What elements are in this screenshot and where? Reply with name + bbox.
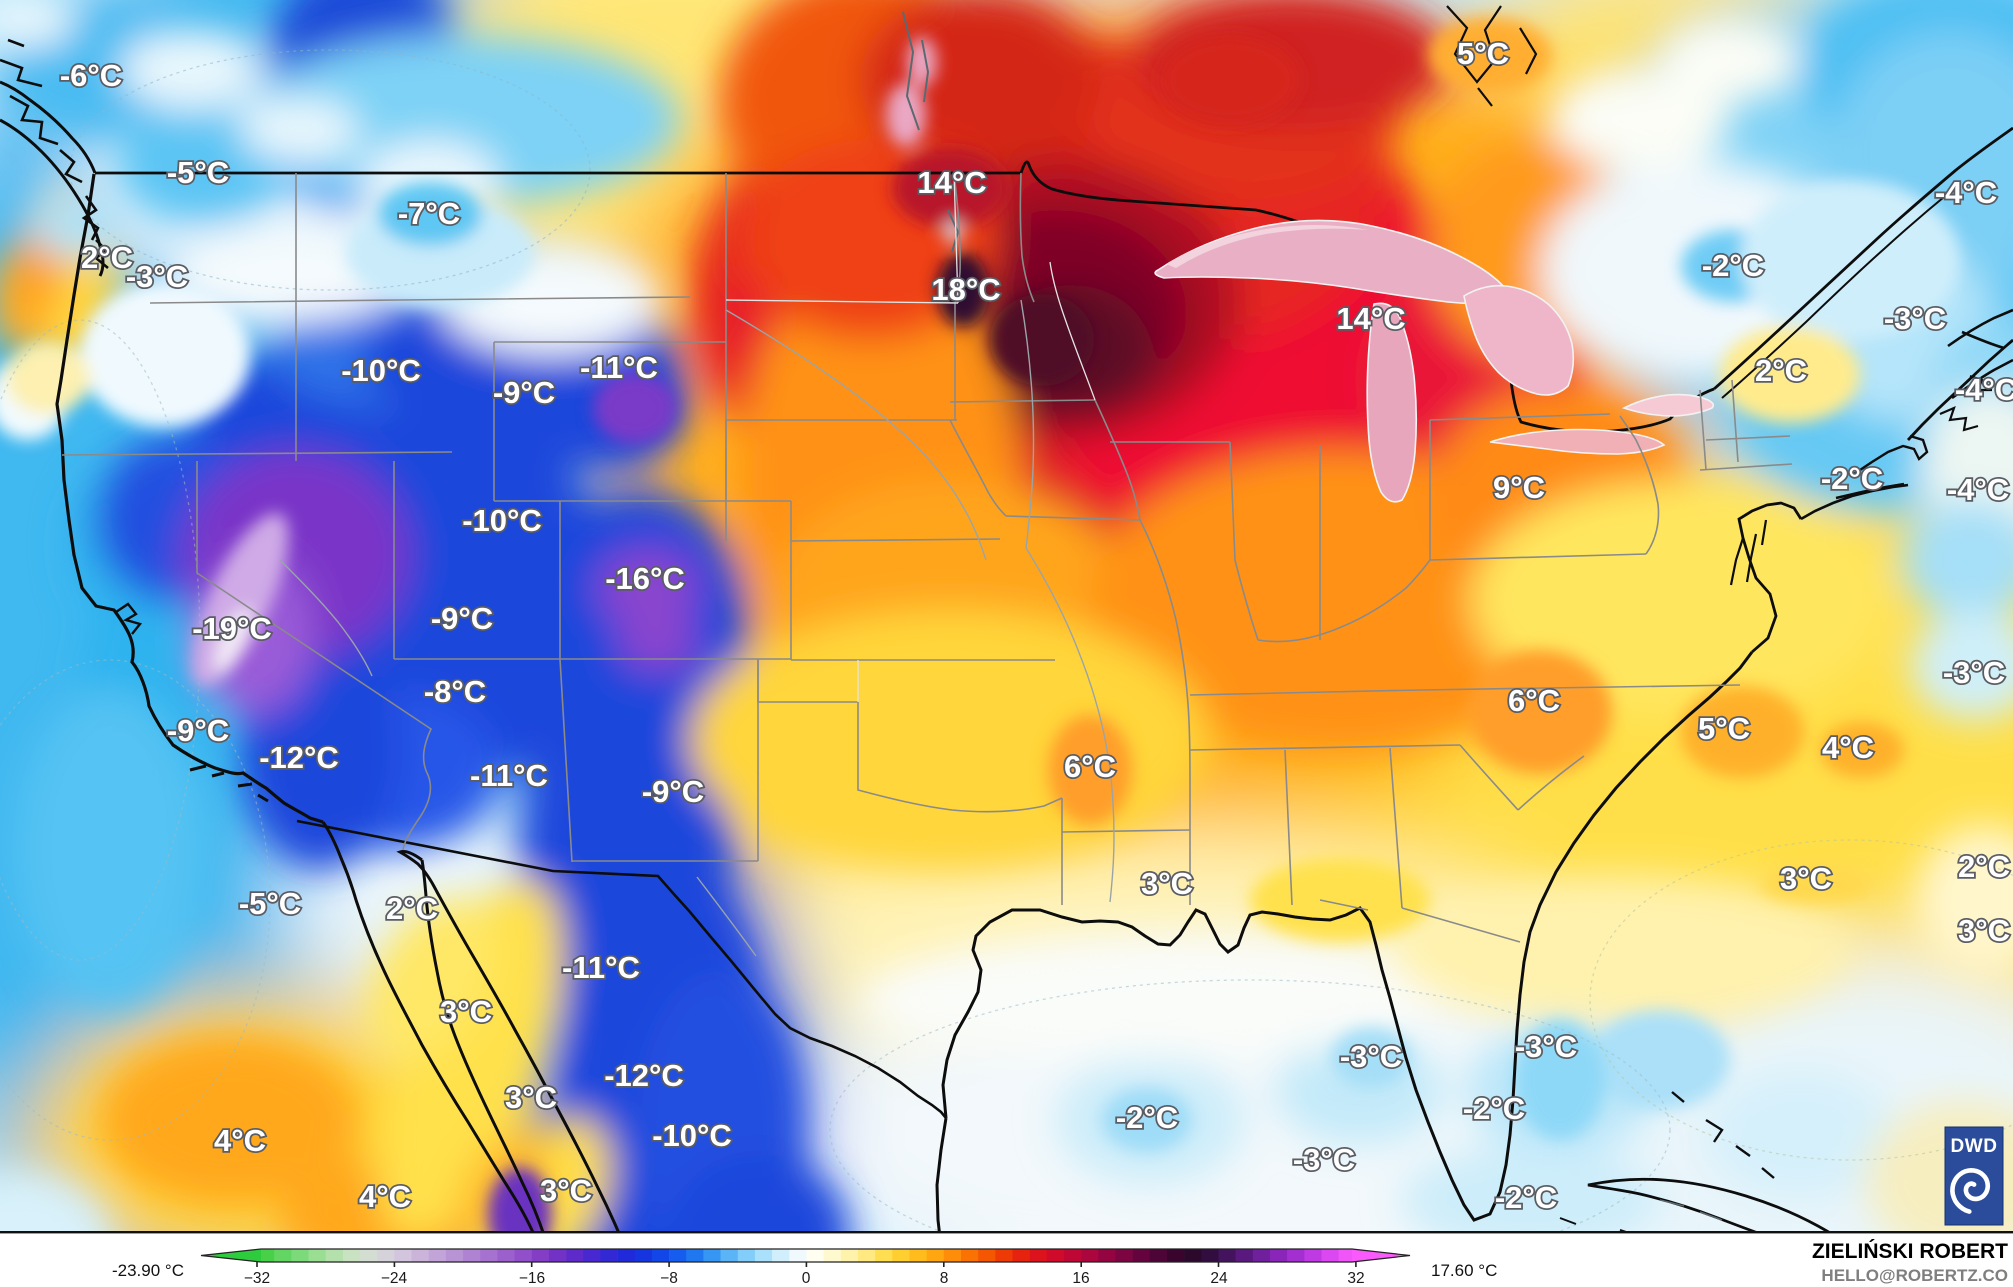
svg-text:6°C: 6°C — [1064, 749, 1116, 784]
svg-text:4°C: 4°C — [1822, 730, 1874, 765]
svg-text:-23.90 °C: -23.90 °C — [112, 1261, 184, 1280]
svg-text:3°C: 3°C — [440, 994, 492, 1029]
svg-text:-10°C: -10°C — [341, 353, 421, 388]
svg-text:-3°C: -3°C — [1943, 655, 2005, 690]
svg-text:3°C: 3°C — [505, 1080, 557, 1115]
svg-text:-2°C: -2°C — [1702, 248, 1764, 283]
svg-text:14°C: 14°C — [1336, 301, 1405, 336]
svg-text:2°C: 2°C — [81, 240, 133, 275]
svg-text:-2°C: -2°C — [1495, 1180, 1557, 1215]
svg-text:−8: −8 — [660, 1270, 678, 1287]
svg-text:-3°C: -3°C — [1340, 1039, 1402, 1074]
svg-text:2°C: 2°C — [386, 891, 438, 926]
svg-text:-8°C: -8°C — [424, 674, 486, 709]
svg-text:3°C: 3°C — [1780, 861, 1832, 896]
svg-text:9°C: 9°C — [1493, 470, 1545, 505]
svg-text:−32: −32 — [244, 1270, 270, 1287]
svg-text:-2°C: -2°C — [1116, 1100, 1178, 1135]
svg-text:-3°C: -3°C — [126, 259, 188, 294]
svg-text:18°C: 18°C — [931, 272, 1000, 307]
svg-text:-3°C: -3°C — [1515, 1029, 1577, 1064]
svg-text:-2°C: -2°C — [1821, 461, 1883, 496]
svg-text:14°C: 14°C — [917, 165, 986, 200]
svg-text:-19°C: -19°C — [192, 611, 272, 646]
svg-text:-4°C: -4°C — [1947, 472, 2009, 507]
svg-text:-6°C: -6°C — [60, 58, 122, 93]
svg-text:HELLO@ROBERTZ.CO: HELLO@ROBERTZ.CO — [1821, 1266, 2008, 1285]
svg-text:3°C: 3°C — [1141, 866, 1193, 901]
svg-text:32: 32 — [1347, 1270, 1364, 1287]
svg-text:-5°C: -5°C — [239, 886, 301, 921]
svg-text:-11°C: -11°C — [580, 350, 658, 385]
svg-text:5°C: 5°C — [1698, 711, 1750, 746]
svg-text:−16: −16 — [519, 1270, 545, 1287]
svg-text:-16°C: -16°C — [605, 561, 685, 596]
svg-text:24: 24 — [1210, 1270, 1228, 1287]
svg-text:-9°C: -9°C — [642, 774, 704, 809]
svg-text:3°C: 3°C — [540, 1173, 592, 1208]
svg-text:8: 8 — [940, 1270, 949, 1287]
svg-text:-10°C: -10°C — [652, 1118, 732, 1153]
svg-text:-11°C: -11°C — [562, 950, 640, 985]
svg-text:-5°C: -5°C — [167, 155, 229, 190]
svg-text:ZIELIŃSKI ROBERT: ZIELIŃSKI ROBERT — [1812, 1240, 2008, 1263]
svg-text:DWD: DWD — [1951, 1136, 1998, 1157]
svg-text:-4°C: -4°C — [1955, 372, 2013, 407]
svg-text:3°C: 3°C — [1958, 913, 2010, 948]
svg-text:16: 16 — [1072, 1270, 1089, 1287]
svg-text:-12°C: -12°C — [604, 1058, 684, 1093]
svg-text:-9°C: -9°C — [167, 713, 229, 748]
svg-text:-3°C: -3°C — [1293, 1142, 1355, 1177]
svg-text:4°C: 4°C — [359, 1179, 411, 1214]
svg-text:2°C: 2°C — [1958, 849, 2010, 884]
svg-text:0: 0 — [802, 1270, 811, 1287]
svg-text:-11°C: -11°C — [470, 758, 548, 793]
svg-text:-9°C: -9°C — [431, 601, 493, 636]
svg-text:4°C: 4°C — [214, 1123, 266, 1158]
svg-text:2°C: 2°C — [1755, 353, 1807, 388]
svg-text:-3°C: -3°C — [1884, 301, 1946, 336]
svg-text:-4°C: -4°C — [1935, 175, 1997, 210]
svg-text:-10°C: -10°C — [462, 503, 542, 538]
svg-text:−24: −24 — [381, 1270, 408, 1287]
svg-text:-2°C: -2°C — [1463, 1091, 1525, 1126]
svg-text:-12°C: -12°C — [259, 740, 339, 775]
svg-text:17.60 °C: 17.60 °C — [1431, 1261, 1497, 1280]
svg-text:6°C: 6°C — [1508, 683, 1560, 718]
svg-text:-7°C: -7°C — [398, 196, 460, 231]
svg-text:-9°C: -9°C — [493, 375, 555, 410]
svg-text:5°C: 5°C — [1457, 36, 1509, 71]
